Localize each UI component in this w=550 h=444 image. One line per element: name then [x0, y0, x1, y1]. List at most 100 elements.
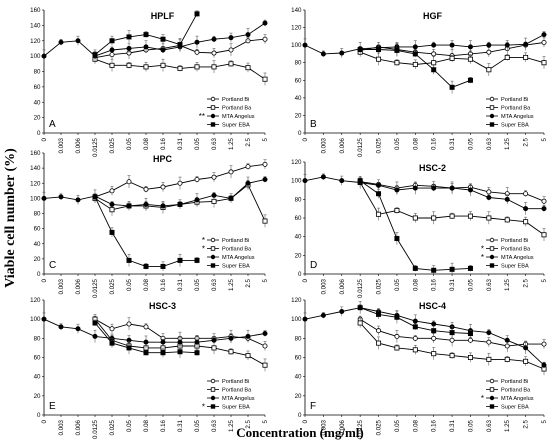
legend-marker [210, 395, 216, 401]
data-point [449, 213, 455, 219]
x-tick-label: 0.05 [394, 137, 401, 150]
data-point [126, 321, 132, 327]
data-point [467, 77, 473, 83]
data-point [394, 208, 400, 214]
data-point [177, 349, 183, 355]
x-tick-label: 0 [41, 278, 48, 282]
y-tick-label: 40 [295, 374, 302, 381]
data-point [58, 194, 64, 200]
data-point [41, 53, 47, 59]
data-point [160, 36, 166, 42]
series-super-eba [357, 177, 473, 276]
legend: Portland Bi * Portland Ba * MTA Angelus Super… [202, 236, 255, 270]
data-point [431, 42, 437, 48]
data-point [504, 356, 510, 362]
series-line [304, 307, 545, 366]
series-line [43, 318, 266, 343]
x-tick-label: 0.003 [320, 278, 327, 294]
data-point [504, 196, 510, 202]
x-tick-label: 0.31 [449, 278, 456, 291]
series-line [43, 179, 266, 207]
y-tick-label: 40 [295, 234, 302, 241]
data-point [194, 39, 200, 45]
data-point [523, 191, 529, 197]
data-point [467, 187, 473, 193]
data-point [126, 62, 132, 68]
data-point [504, 54, 510, 60]
significance-mark: * [481, 245, 484, 254]
data-point [160, 263, 166, 269]
legend-marker [489, 254, 495, 260]
legend-marker [489, 237, 495, 243]
x-tick-label: 0.63 [211, 137, 218, 150]
legend-label: Super EBA [501, 123, 529, 129]
x-tick-label: 0.16 [160, 137, 167, 150]
data-point [449, 84, 455, 90]
data-point [523, 54, 529, 60]
data-point [160, 203, 166, 209]
x-tick-label: 2.5 [245, 278, 252, 287]
legend-marker [210, 105, 216, 110]
y-tick-label: 20 [34, 393, 41, 400]
data-point [92, 52, 98, 58]
data-point [143, 263, 149, 269]
data-point [412, 318, 418, 324]
data-point [523, 345, 529, 351]
data-point [228, 47, 234, 53]
data-point [431, 328, 437, 334]
data-point [75, 197, 81, 203]
legend-marker [489, 105, 495, 110]
x-tick-label: 1.25 [228, 278, 235, 291]
y-tick-label: 60 [295, 215, 302, 222]
x-tick-label: 0.16 [160, 278, 167, 291]
y-tick-label: 20 [295, 252, 302, 259]
data-point [262, 36, 268, 42]
data-point [431, 335, 437, 341]
legend-label: Super EBA [222, 123, 250, 129]
legend-label: Super EBA [222, 405, 250, 411]
data-point [302, 316, 308, 322]
data-point [177, 65, 183, 71]
y-tick-label: 0 [37, 130, 41, 137]
legend-label: Super EBA [222, 264, 250, 270]
data-point [486, 67, 492, 73]
legend-marker [210, 237, 216, 243]
y-tick-label: 100 [30, 195, 41, 202]
x-tick-label: 0.05 [126, 419, 133, 432]
x-tick-label: 0.63 [211, 278, 218, 291]
data-point [92, 320, 98, 326]
data-point [109, 326, 115, 332]
legend-label: Portland Ba [501, 388, 531, 394]
legend-marker [210, 96, 216, 102]
data-point [194, 49, 200, 55]
panel-letter: F [310, 401, 316, 412]
x-tick-label: 0.0125 [357, 278, 364, 297]
x-tick-label: 0.05 [467, 419, 474, 432]
x-tick-label: 0.0125 [92, 278, 99, 297]
y-tick-label: 0 [298, 412, 302, 419]
data-point [194, 11, 200, 17]
x-tick-label: 5 [262, 137, 269, 141]
panel-title: HGF [423, 11, 443, 21]
panel-d: 0 20 40 60 80 100 120 0 0.003 0.006 0.0125 0.025 0.0… [291, 159, 548, 298]
panel-letter: D [310, 260, 317, 271]
data-point [58, 39, 64, 45]
data-point [431, 67, 437, 73]
y-tick-label: 40 [34, 374, 41, 381]
data-point [412, 215, 418, 221]
significance-mark: * [202, 403, 205, 412]
x-tick-label: 5 [541, 137, 548, 141]
data-point [177, 257, 183, 263]
data-point [194, 64, 200, 70]
data-point [394, 314, 400, 320]
data-point [357, 178, 363, 184]
data-point [431, 215, 437, 221]
data-point [431, 351, 437, 357]
y-tick-label: 100 [291, 42, 302, 49]
data-point [160, 47, 166, 53]
data-point [41, 316, 47, 322]
data-point [228, 195, 234, 201]
x-tick-label: 0.08 [143, 278, 150, 291]
data-point [109, 340, 115, 346]
data-point [376, 211, 382, 217]
